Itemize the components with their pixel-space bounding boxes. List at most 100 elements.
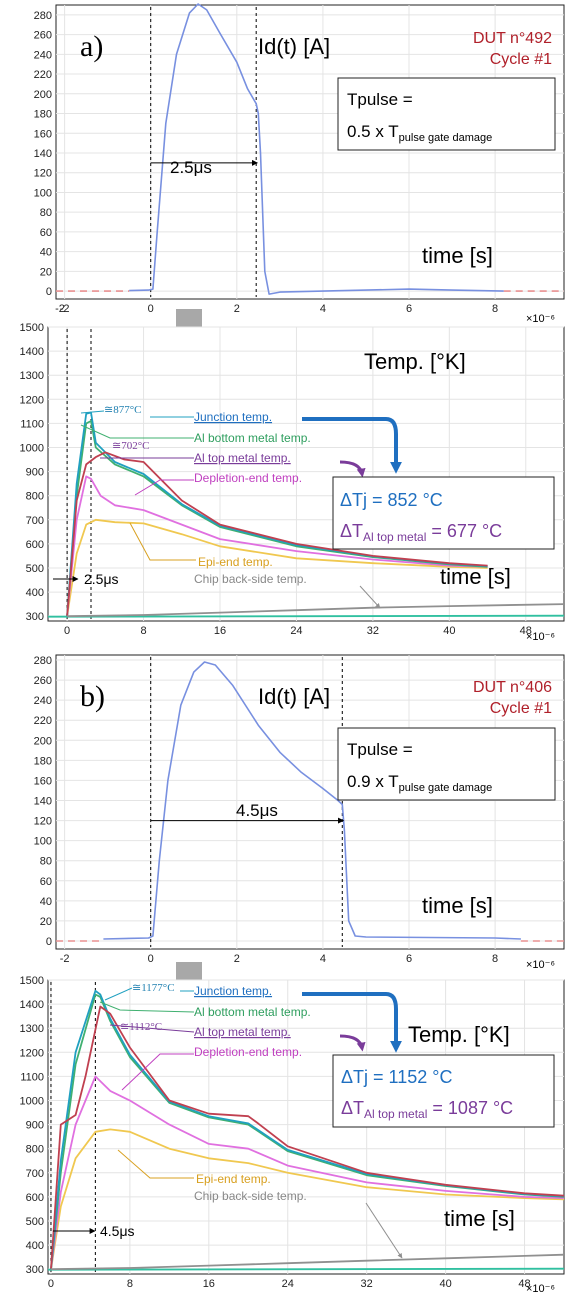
- y-tick-label: 180: [34, 755, 52, 767]
- x-tick-label: 0: [148, 953, 154, 965]
- series-depletion: [50, 1075, 565, 1270]
- y-tick-label: 300: [26, 611, 44, 623]
- panel-b-temp-xlabel: time [s]: [444, 1206, 515, 1231]
- panel-b-temp-series: [47, 982, 565, 1272]
- x-tick-label: 32: [367, 625, 379, 637]
- panel-a-duration-label: 2.5μs: [170, 158, 212, 177]
- panel-a-title: Id(t) [A]: [258, 34, 330, 59]
- y-tick-label: 160: [34, 128, 52, 140]
- panel-a-label-al-top: Al top metal temp.: [194, 451, 291, 465]
- panel-b-peak-junction: ≅1177°C: [132, 982, 175, 994]
- y-tick-label: 0: [46, 936, 52, 948]
- annotation-leader: [80, 410, 105, 414]
- panel-b-delta-box: [332, 1054, 555, 1128]
- y-tick-label: 800: [26, 491, 44, 503]
- y-tick-label: 240: [34, 49, 52, 61]
- y-tick-label: 1300: [20, 1023, 44, 1035]
- panel-a-label-al-bottom: Al bottom metal temp.: [194, 431, 311, 445]
- y-tick-label: 220: [34, 715, 52, 727]
- panel-b-temp-x-exponent: ×10⁻⁶: [526, 1283, 555, 1295]
- annotation-leader: [109, 1024, 195, 1033]
- panel-b-tpulse-box: [337, 727, 556, 801]
- panel-b-tpulse-line2: 0.9 x Tpulse gate damage: [347, 772, 492, 794]
- y-tick-label: 200: [34, 735, 52, 747]
- x-tick-label: 0: [64, 625, 70, 637]
- y-tick-label: 1000: [20, 1095, 44, 1107]
- x-tick-label: 16: [214, 625, 226, 637]
- series-substrate: [47, 614, 565, 618]
- y-tick-label: 80: [40, 856, 52, 868]
- panel-b-xlabel: time [s]: [422, 893, 493, 918]
- panel-b-temp-ticks: 3004005006007008009001000110012001300140…: [20, 975, 531, 1290]
- y-tick-label: 700: [26, 1168, 44, 1180]
- x-tick-label: 32: [361, 1278, 373, 1290]
- series-depletion: [66, 475, 488, 617]
- y-tick-label: 1000: [20, 442, 44, 454]
- x-tick-label: 40: [443, 625, 455, 637]
- panel-a-delta-tj: ΔTj = 852 °C: [340, 490, 443, 510]
- panel-b-tpulse-line1: Tpulse =: [347, 740, 413, 759]
- y-tick-label: 260: [34, 30, 52, 42]
- y-tick-label: 60: [40, 876, 52, 888]
- y-tick-label: 180: [34, 109, 52, 121]
- panel-b-label-junction: Junction temp.: [194, 984, 272, 998]
- x-tick-label: -2: [60, 303, 70, 315]
- panel-b-duration-label: 4.5μs: [236, 801, 278, 820]
- y-tick-label: 600: [26, 1192, 44, 1204]
- panel-b-al-top-arrow: [339, 1034, 366, 1052]
- series-epi: [66, 518, 488, 617]
- y-tick-label: 900: [26, 467, 44, 479]
- panel-a-al-top-arrow: [339, 460, 366, 478]
- y-tick-label: 400: [26, 1240, 44, 1252]
- y-tick-label: 260: [34, 675, 52, 687]
- panel-a-temp-xlabel: time [s]: [440, 564, 511, 589]
- annotation-leader: [99, 1001, 195, 1013]
- y-tick-label: 40: [40, 896, 52, 908]
- y-tick-label: 1400: [20, 999, 44, 1011]
- y-tick-label: 160: [34, 775, 52, 787]
- panel-a-temperature: 3004005006007008009001000110012001300140…: [20, 303, 565, 643]
- y-tick-label: 220: [34, 69, 52, 81]
- y-tick-label: 280: [34, 655, 52, 667]
- x-tick-label-extra: -2: [55, 303, 65, 315]
- y-tick-label: 60: [40, 227, 52, 239]
- y-tick-label: 40: [40, 247, 52, 259]
- panel-a-x-exponent: ×10⁻⁶: [526, 313, 555, 325]
- panel-b-label-epi: Epi-end temp.: [196, 1172, 271, 1186]
- y-tick-label: 600: [26, 539, 44, 551]
- panel-b-temp-title: Temp. [°K]: [408, 1022, 510, 1047]
- panel-a-temp-ticks: 3004005006007008009001000110012001300140…: [20, 303, 532, 637]
- panel-b-label-backside: Chip back-side temp.: [194, 1189, 307, 1203]
- panel-a-temp-x-exponent: ×10⁻⁶: [526, 631, 555, 643]
- x-tick-label: 48: [520, 625, 532, 637]
- y-tick-label: 800: [26, 1144, 44, 1156]
- panel-a-peak-al-top: ≅702°C: [112, 440, 149, 452]
- y-tick-label: 280: [34, 10, 52, 22]
- y-tick-label: 100: [34, 836, 52, 848]
- annotation-leader: [121, 1053, 194, 1091]
- y-tick-label: 500: [26, 1216, 44, 1228]
- y-tick-label: 120: [34, 168, 52, 180]
- series-al_top: [50, 1005, 565, 1270]
- annotation-leaders: [53, 410, 403, 1259]
- panel-a-label: a): [80, 30, 103, 63]
- annotation-leader: [365, 1202, 403, 1259]
- panel-a-current: 020406080100120140160180200220240260280-…: [34, 3, 565, 325]
- x-tick-label: 8: [127, 1278, 133, 1290]
- x-tick-label: 0: [148, 303, 154, 315]
- panel-b-label-al-bottom: Al bottom metal temp.: [194, 1005, 311, 1019]
- panel-a-label-epi: Epi-end temp.: [198, 555, 273, 569]
- y-tick-label: 100: [34, 187, 52, 199]
- y-tick-label: 1500: [20, 322, 44, 334]
- annotation-leader: [134, 479, 194, 496]
- panel-a-peak-junction: ≅877°C: [104, 404, 141, 416]
- y-tick-label: 300: [26, 1264, 44, 1276]
- panel-b-ticks: 020406080100120140160180200220240260280-…: [34, 655, 499, 965]
- y-tick-label: 1300: [20, 370, 44, 382]
- panel-b-temp-duration-label: 4.5μs: [100, 1223, 135, 1239]
- y-tick-label: 500: [26, 563, 44, 575]
- y-tick-label: 20: [40, 266, 52, 278]
- y-tick-label: 1200: [20, 394, 44, 406]
- series-substrate: [47, 1267, 565, 1271]
- panel-a-delta-box: [332, 476, 555, 550]
